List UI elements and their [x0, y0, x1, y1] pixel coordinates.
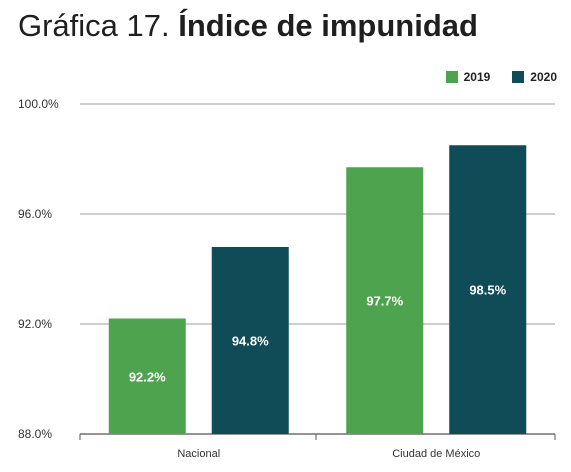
legend-label-2019: 2019 — [463, 70, 491, 84]
legend: 2019 2020 — [445, 70, 557, 84]
bar-2020-cdmx — [449, 145, 527, 434]
y-tick-label: 92.0% — [18, 317, 52, 331]
legend-item-2019: 2019 — [445, 70, 491, 84]
chart-title: Gráfica 17. Índice de impunidad — [18, 8, 478, 44]
chart-title-main: Índice de impunidad — [178, 8, 478, 43]
y-tick-label: 100.0% — [18, 97, 59, 111]
legend-swatch-2020 — [512, 71, 525, 83]
data-label: 92.2% — [129, 369, 166, 384]
y-tick-label: 96.0% — [18, 207, 52, 221]
bar-2020-nacional — [211, 247, 289, 434]
y-tick-label: 88.0% — [18, 427, 52, 441]
data-label: 94.8% — [232, 334, 269, 349]
x-category-label: Nacional — [177, 448, 220, 460]
data-label: 97.7% — [366, 294, 403, 309]
legend-swatch-2019 — [445, 71, 458, 83]
x-category-label: Ciudad de México — [392, 448, 480, 460]
bar-2019-nacional — [108, 318, 186, 434]
legend-item-2020: 2020 — [512, 70, 557, 84]
data-label: 98.5% — [469, 283, 506, 298]
chart-title-prefix: Gráfica 17. — [18, 8, 170, 43]
legend-label-2020: 2020 — [530, 70, 557, 84]
bar-2019-cdmx — [346, 167, 424, 434]
